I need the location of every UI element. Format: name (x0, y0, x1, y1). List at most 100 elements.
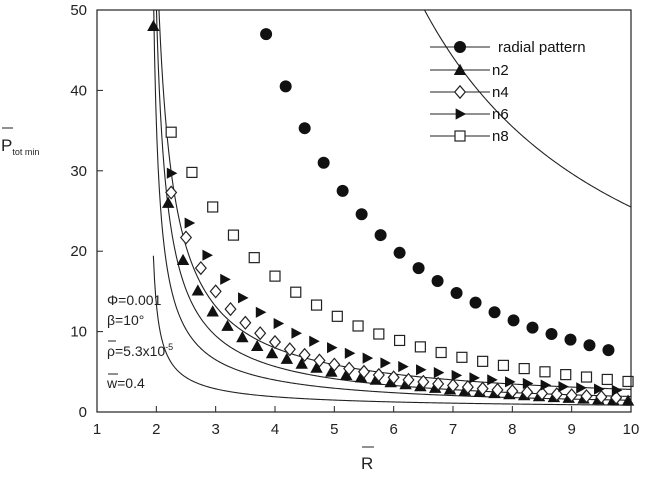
y-tick-label: 50 (70, 2, 87, 19)
data-point-n4 (521, 385, 534, 400)
data-point-n6 (487, 374, 498, 386)
data-point-n4 (313, 353, 326, 368)
data-point-n4 (595, 389, 608, 405)
legend-label: n4 (492, 84, 509, 101)
data-point-n6 (540, 379, 552, 391)
data-point-n6 (362, 352, 374, 364)
data-point-n4 (268, 334, 282, 350)
x-axis-label: R (361, 446, 374, 473)
data-point-n6 (273, 317, 285, 330)
data-point-radial-pattern (545, 328, 558, 341)
data-point-n6 (166, 167, 178, 179)
legend-marker-n4 (453, 84, 467, 100)
data-point-n4 (194, 260, 207, 276)
data-point-n2 (280, 352, 294, 364)
data-point-n8 (414, 341, 426, 353)
x-tick-label: 2 (152, 421, 160, 438)
data-point-n8 (394, 334, 406, 347)
data-point-n4 (165, 185, 178, 200)
data-point-n6 (255, 306, 267, 318)
data-point-n4 (580, 389, 593, 404)
data-point-n2 (354, 371, 368, 383)
data-point-radial-pattern (469, 296, 482, 309)
data-point-n4 (343, 361, 356, 376)
annotation-rho-main: ρ=5.3x10 (107, 343, 165, 359)
data-point-n8 (310, 299, 323, 311)
legend-markers (453, 41, 467, 142)
plot-frame (96, 9, 632, 413)
data-point-n8 (560, 369, 572, 381)
data-point-n4 (461, 379, 474, 395)
data-point-n8 (435, 346, 447, 359)
data-point-n6 (451, 369, 463, 381)
data-point-n4 (387, 370, 400, 385)
data-point-n6 (184, 217, 196, 229)
data-point-n2 (236, 331, 249, 343)
data-point-n4 (283, 342, 296, 357)
series-line-n4 (153, 10, 631, 401)
data-point-n4 (417, 374, 430, 389)
annotation-w: w=0.4 (106, 375, 145, 391)
x-tick-label: 1 (93, 421, 101, 438)
legend-marker-n2 (453, 63, 467, 75)
data-point-n6 (309, 335, 320, 347)
y-tick-label: 10 (70, 324, 87, 341)
data-point-radial-pattern (298, 122, 311, 135)
data-point-n6 (611, 384, 623, 396)
x-tick-label: 7 (449, 421, 457, 438)
data-point-n6 (416, 364, 427, 376)
data-point-n6 (238, 292, 249, 304)
data-point-n2 (369, 373, 383, 385)
x-tick-label: 9 (567, 421, 575, 438)
data-point-n6 (327, 342, 338, 354)
legend-label: n2 (492, 62, 509, 79)
data-point-radial-pattern (279, 80, 292, 93)
data-point-radial-pattern (260, 28, 273, 41)
legend-label: radial pattern (498, 39, 586, 56)
data-point-n6 (505, 376, 516, 388)
data-point-n4 (476, 381, 489, 396)
data-point-n8 (248, 252, 260, 264)
annotation-beta: β=10° (107, 312, 144, 328)
data-point-n8 (580, 371, 593, 383)
data-point-n6 (433, 367, 445, 379)
data-point-n6 (220, 273, 231, 285)
data-point-n8 (186, 166, 198, 179)
data-point-n2 (191, 284, 205, 296)
data-point-n4 (402, 372, 415, 387)
data-point-n4 (179, 230, 193, 245)
data-point-n4 (446, 378, 460, 393)
data-point-radial-pattern (355, 208, 368, 221)
x-axis-title: R (361, 454, 373, 473)
data-point-n2 (325, 365, 338, 377)
data-point-n8 (456, 351, 468, 363)
data-point-n2 (147, 19, 160, 32)
data-point-n4 (535, 386, 549, 401)
x-tick-label: 4 (271, 421, 279, 438)
data-point-n4 (239, 315, 252, 330)
data-point-n8 (352, 320, 364, 332)
data-point-n2 (340, 368, 353, 380)
data-point-n6 (469, 372, 480, 384)
data-point-n2 (265, 347, 279, 359)
data-point-radial-pattern (336, 184, 349, 197)
legend: radial pattern n2 n4 n6 n8 (430, 39, 586, 145)
data-point-radial-pattern (450, 287, 463, 300)
data-point-radial-pattern (374, 229, 387, 242)
data-point-n8 (290, 286, 302, 298)
x-tick-label: 8 (508, 421, 516, 438)
data-point-radial-pattern (488, 306, 501, 319)
data-point-n2 (176, 253, 190, 266)
y-tick-label: 0 (79, 404, 87, 421)
annotation-rho: ρ=5.3x10-5 (107, 342, 173, 359)
series-curves (152, 10, 631, 406)
data-point-radial-pattern (393, 246, 406, 259)
data-point-n4 (298, 347, 311, 363)
x-tick-label: 3 (211, 421, 219, 438)
data-point-n8 (269, 270, 281, 282)
y-axis-title-main: P (1, 136, 12, 155)
y-axis-label: Ptot min (1, 127, 39, 157)
data-point-n4 (565, 388, 578, 403)
data-point-n6 (522, 377, 534, 390)
